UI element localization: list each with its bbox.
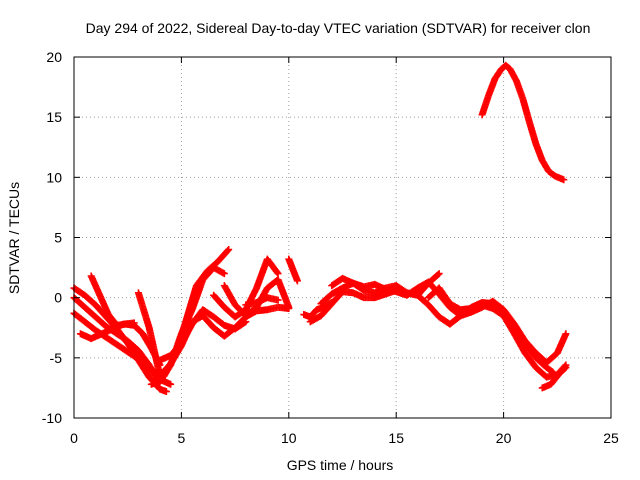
data-point [562, 330, 570, 338]
x-axis-title: GPS time / hours [287, 457, 394, 473]
x-tick-label: 10 [281, 430, 297, 446]
y-tick-label: 0 [54, 290, 62, 306]
data-point [130, 319, 138, 327]
x-tick-label: 0 [70, 430, 78, 446]
data-point [225, 246, 233, 254]
data-point [562, 363, 570, 371]
y-tick-label: -5 [50, 350, 63, 366]
data-point [162, 388, 170, 396]
y-tick-label: -10 [42, 410, 62, 426]
series-track-s [538, 363, 570, 392]
series-track-l [242, 294, 282, 309]
series-track-j [210, 255, 282, 321]
data-point [273, 268, 281, 276]
data-points [70, 61, 570, 396]
axis-ticks: 0 5 10 15 20 25 -10 -5 0 5 10 15 20 [42, 49, 619, 446]
x-tick-label: 5 [178, 430, 186, 446]
series-track-k [220, 276, 293, 320]
y-tick-label: 5 [54, 230, 62, 246]
data-point [560, 176, 568, 184]
y-tick-label: 10 [46, 169, 62, 185]
data-point [274, 270, 282, 278]
data-point [434, 271, 442, 279]
series-track-i [156, 306, 250, 364]
series-track-f [134, 289, 293, 380]
y-axis-title: SDTVAR / TECUs [6, 182, 22, 294]
y-tick-label: 15 [46, 109, 62, 125]
data-point [167, 380, 175, 388]
data-point [435, 270, 443, 278]
x-tick-label: 20 [496, 430, 512, 446]
data-point [220, 270, 228, 278]
x-tick-label: 15 [388, 430, 404, 446]
data-point [561, 364, 569, 372]
series-track-t [478, 61, 568, 184]
data-point [241, 319, 249, 327]
data-point [274, 296, 282, 304]
grid-layer [74, 57, 611, 418]
y-tick-label: 20 [46, 49, 62, 65]
data-point [285, 303, 293, 311]
data-point [242, 318, 250, 326]
data-point [293, 277, 301, 285]
chart-title: Day 294 of 2022, Sidereal Day-to-day VTE… [86, 20, 591, 36]
series-track-h [160, 246, 233, 380]
data-point [224, 247, 232, 255]
series-track-e [76, 319, 138, 343]
series-track-m [285, 255, 301, 285]
x-tick-label: 25 [603, 430, 619, 446]
